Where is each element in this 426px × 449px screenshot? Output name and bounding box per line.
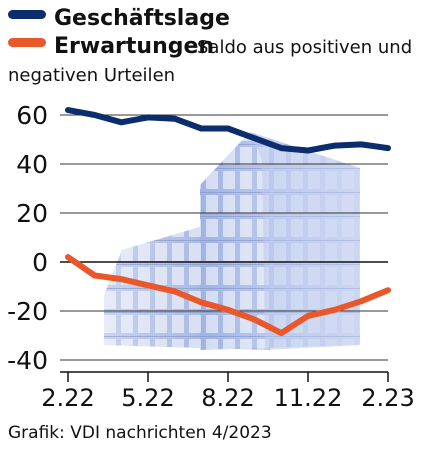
source-credit: Grafik: VDI nachrichten 4/2023 <box>8 423 272 443</box>
legend-swatch-geschaeftslage <box>8 10 46 19</box>
legend-item-erwartungen: Erwartungen <box>8 34 214 59</box>
x-tick-label: 2.22 <box>41 384 94 412</box>
legend-swatch-erwartungen <box>8 38 46 47</box>
series-lines <box>65 107 391 337</box>
x-tick-label: 11.22 <box>274 384 343 412</box>
y-axis: 60 40 20 0 -20 -40 <box>7 101 48 375</box>
x-tick-label: 2.23 <box>361 384 414 412</box>
building-illustration <box>104 132 360 350</box>
y-tick-label: 40 <box>16 150 48 179</box>
x-axis: 2.22 5.22 8.22 11.22 2.23 <box>41 371 415 412</box>
x-tick-label: 8.22 <box>201 384 254 412</box>
y-tick-label: 20 <box>16 199 48 228</box>
legend-note-line1: Saldo aus positiven und <box>197 37 413 58</box>
y-tick-label: 0 <box>32 248 48 277</box>
series-line-geschaeftslage <box>65 107 391 154</box>
y-tick-label: 60 <box>16 101 48 130</box>
legend-item-geschaeftslage: Geschäftslage <box>8 6 230 31</box>
legend-label-erwartungen: Erwartungen <box>54 34 215 59</box>
legend-label-geschaeftslage: Geschäftslage <box>54 6 230 31</box>
y-tick-label: -40 <box>7 346 48 375</box>
legend-note-line2: negativen Urteilen <box>8 65 176 86</box>
x-tick-label: 5.22 <box>121 384 174 412</box>
y-tick-label: -20 <box>7 297 48 326</box>
